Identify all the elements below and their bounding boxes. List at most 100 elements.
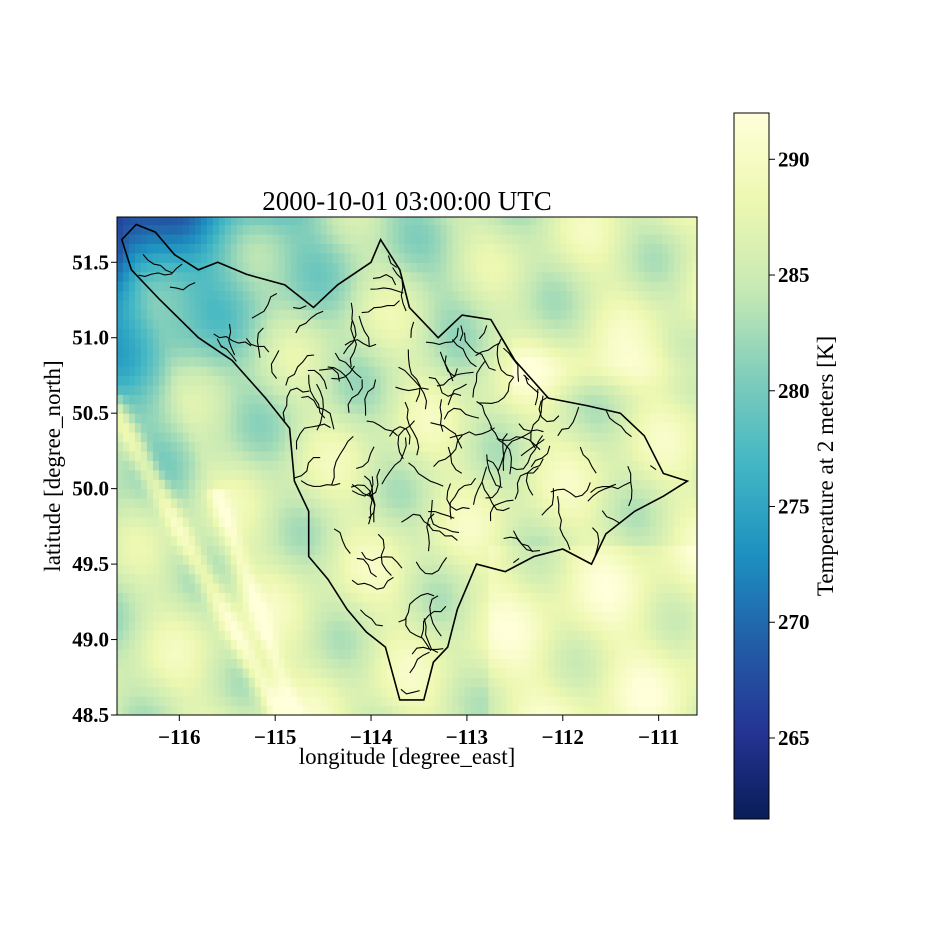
heatmap-cell (446, 601, 454, 612)
heatmap-cell (644, 545, 651, 556)
heatmap-cell (434, 573, 442, 584)
heatmap-cell (512, 488, 520, 499)
heatmap-cell (584, 309, 591, 320)
heatmap-cell (386, 262, 394, 273)
heatmap-cell (536, 667, 544, 678)
heatmap-cell (548, 526, 555, 537)
heatmap-cell (117, 281, 124, 292)
heatmap-cell (380, 658, 388, 669)
heatmap-cell (248, 328, 256, 339)
heatmap-cell (296, 290, 304, 301)
heatmap-cell (602, 366, 609, 377)
heatmap-cell (524, 432, 532, 443)
heatmap-cell (626, 479, 633, 490)
heatmap-cell (650, 658, 657, 669)
heatmap-cell (608, 592, 615, 603)
heatmap-cell (668, 460, 675, 471)
heatmap-cell (392, 394, 400, 405)
heatmap-cell (296, 375, 304, 386)
heatmap-cell (596, 573, 603, 584)
heatmap-cell (554, 705, 561, 715)
heatmap-cell (230, 394, 238, 405)
heatmap-cell (314, 366, 322, 377)
heatmap-cell (230, 290, 238, 301)
heatmap-cell (428, 545, 436, 556)
heatmap-cell (242, 347, 250, 358)
heatmap-cell (524, 375, 532, 386)
heatmap-cell (662, 233, 669, 245)
heatmap-cell (632, 630, 639, 641)
heatmap-cell (542, 460, 549, 471)
heatmap-cell (164, 639, 172, 650)
heatmap-cell (117, 516, 124, 527)
heatmap-cell (416, 516, 424, 527)
heatmap-cell (224, 545, 232, 556)
heatmap-cell (200, 413, 208, 424)
heatmap-cell (428, 403, 436, 414)
heatmap-cell (122, 413, 130, 424)
heatmap-cell (302, 252, 310, 263)
heatmap-cell (320, 611, 328, 622)
heatmap-cell (578, 545, 585, 556)
heatmap-cell (446, 535, 454, 546)
heatmap-cell (482, 648, 490, 660)
heatmap-cell (470, 432, 478, 443)
heatmap-cell (368, 564, 376, 575)
heatmap-cell (254, 394, 262, 405)
heatmap-cell (692, 498, 697, 509)
heatmap-cell (284, 705, 292, 715)
heatmap-cell (314, 271, 322, 282)
heatmap-cell (638, 639, 645, 650)
heatmap-cell (512, 328, 520, 339)
heatmap-cell (530, 356, 538, 367)
heatmap-cell (464, 309, 472, 320)
heatmap-cell (422, 347, 430, 358)
heatmap-cell (332, 432, 340, 443)
heatmap-cell (320, 432, 328, 443)
heatmap-cell (620, 564, 627, 575)
heatmap-cell (530, 686, 538, 697)
heatmap-cell (428, 318, 436, 329)
heatmap-cell (512, 300, 520, 311)
heatmap-cell (482, 252, 490, 263)
heatmap-cell (638, 281, 645, 292)
heatmap-cell (290, 705, 298, 715)
heatmap-cell (404, 290, 412, 301)
heatmap-cell (404, 300, 412, 311)
heatmap-cell (320, 450, 328, 461)
heatmap-cell (368, 271, 376, 282)
heatmap-cell (626, 233, 633, 245)
heatmap-cell (218, 630, 226, 641)
heatmap-cell (422, 413, 430, 424)
heatmap-cell (122, 309, 130, 320)
heatmap-cell (134, 290, 142, 301)
heatmap-cell (428, 384, 436, 395)
heatmap-cell (566, 582, 573, 593)
heatmap-cell (326, 516, 334, 527)
heatmap-cell (296, 356, 304, 367)
heatmap-cell (326, 573, 334, 584)
heatmap-cell (176, 696, 184, 707)
heatmap-cell (572, 648, 579, 660)
heatmap-cell (434, 658, 442, 669)
heatmap-cell (164, 564, 172, 575)
heatmap-cell (122, 705, 130, 715)
heatmap-cell (182, 516, 190, 527)
heatmap-cell (680, 573, 687, 584)
heatmap-cell (218, 366, 226, 377)
heatmap-cell (620, 281, 627, 292)
heatmap-cell (548, 309, 555, 320)
heatmap-cell (482, 403, 490, 414)
heatmap-cell (398, 460, 406, 471)
heatmap-cell (692, 620, 697, 631)
heatmap-cell (164, 469, 172, 480)
heatmap-cell (188, 422, 196, 433)
heatmap-cell (212, 337, 220, 348)
heatmap-cell (308, 535, 316, 546)
heatmap-cell (392, 290, 400, 301)
heatmap-cell (122, 347, 130, 358)
heatmap-cell (662, 630, 669, 641)
heatmap-cell (650, 686, 657, 697)
heatmap-cell (464, 375, 472, 386)
heatmap-cell (392, 630, 400, 641)
